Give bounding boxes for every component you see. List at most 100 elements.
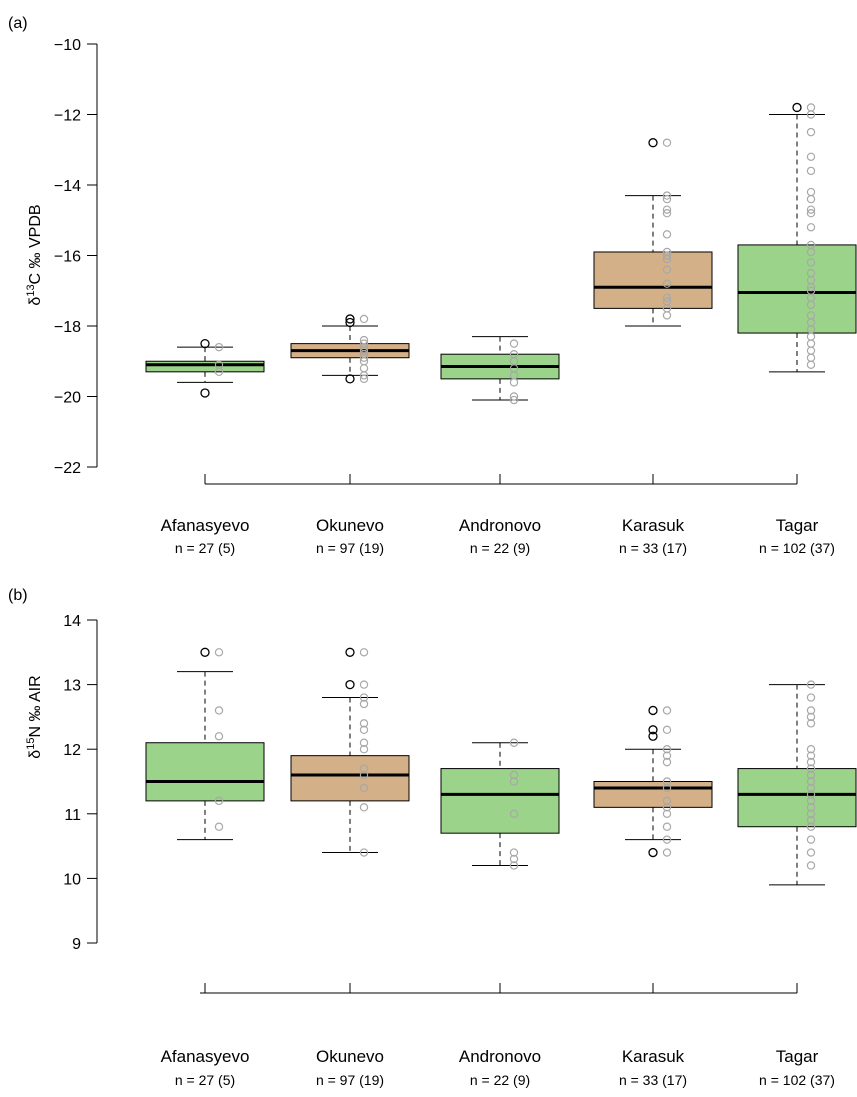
data-point bbox=[509, 777, 519, 786]
data-point bbox=[662, 745, 672, 754]
data-point bbox=[662, 803, 672, 812]
data-point bbox=[662, 725, 672, 735]
data-point bbox=[662, 311, 672, 320]
category-label: Okunevo bbox=[316, 1047, 384, 1066]
data-point bbox=[662, 848, 672, 857]
data-point bbox=[359, 353, 369, 362]
data-point bbox=[806, 803, 816, 812]
data-point bbox=[806, 110, 816, 119]
data-point bbox=[806, 332, 816, 341]
data-point bbox=[806, 187, 816, 197]
y-tick-label: 12 bbox=[63, 742, 81, 759]
data-point bbox=[806, 719, 816, 728]
data-point bbox=[509, 339, 519, 348]
data-point bbox=[806, 757, 816, 767]
box-rect bbox=[290, 755, 410, 802]
category-label: Tagar bbox=[776, 1047, 819, 1066]
box-afanasyevo: Afanasyevo n = 27 (5) bbox=[145, 647, 265, 1088]
box-tagar: Tagar n = 102 (37) bbox=[737, 102, 857, 556]
y-tick-label: 14 bbox=[63, 613, 81, 630]
data-point bbox=[359, 738, 369, 747]
category-label: Andronovo bbox=[459, 516, 541, 535]
data-point bbox=[662, 751, 672, 760]
data-point bbox=[359, 374, 369, 384]
data-point bbox=[509, 738, 519, 747]
data-point bbox=[806, 816, 816, 825]
data-point bbox=[509, 848, 519, 857]
data-point bbox=[662, 783, 672, 793]
data-point bbox=[806, 745, 816, 754]
data-point bbox=[806, 127, 816, 137]
data-point bbox=[806, 194, 816, 204]
data-point bbox=[806, 770, 816, 780]
data-point bbox=[662, 194, 672, 204]
outlier-point bbox=[345, 679, 355, 690]
box-rect bbox=[145, 742, 265, 802]
data-point bbox=[806, 680, 816, 689]
box-rect bbox=[440, 768, 560, 834]
sample-size-label: n = 22 (9) bbox=[470, 540, 530, 556]
y-tick-label: −18 bbox=[54, 319, 81, 336]
data-point bbox=[662, 822, 672, 831]
box-okunevo: Okunevo n = 97 (19) bbox=[290, 647, 410, 1088]
sample-size-label: n = 97 (19) bbox=[316, 540, 384, 556]
data-point bbox=[806, 790, 816, 799]
box-karasuk: Karasuk n = 33 (17) bbox=[593, 705, 713, 1088]
data-point bbox=[806, 103, 816, 112]
box-andronovo: Andronovo n = 22 (9) bbox=[440, 738, 560, 1088]
data-point bbox=[662, 777, 672, 786]
data-point bbox=[662, 279, 672, 288]
data-point bbox=[214, 796, 224, 806]
data-point bbox=[359, 719, 369, 728]
category-label: Afanasyevo bbox=[161, 516, 250, 535]
data-point bbox=[806, 783, 816, 793]
data-point bbox=[662, 706, 672, 715]
data-point bbox=[806, 283, 816, 292]
sample-size-label: n = 33 (17) bbox=[619, 1072, 687, 1088]
data-point bbox=[359, 764, 369, 773]
data-point bbox=[806, 706, 816, 715]
data-point bbox=[806, 208, 816, 218]
box-rect bbox=[145, 360, 265, 373]
category-label: Tagar bbox=[776, 516, 819, 535]
outlier-point bbox=[792, 102, 802, 113]
chart-panel-b: (b) 14 13 12 11 10 9 δ15N ‰ AIR Afanasyevo n = 27… bbox=[8, 587, 857, 1088]
box-andronovo: Andronovo n = 22 (9) bbox=[440, 336, 560, 556]
y-tick-label: 9 bbox=[72, 936, 81, 953]
data-point bbox=[662, 138, 672, 147]
data-point bbox=[214, 706, 224, 715]
data-point bbox=[806, 258, 816, 267]
y-tick-label: −22 bbox=[54, 460, 81, 477]
data-point bbox=[806, 205, 816, 214]
data-point bbox=[509, 392, 519, 401]
box-rect bbox=[737, 768, 857, 828]
box-rect bbox=[593, 251, 713, 309]
data-point bbox=[806, 152, 816, 161]
data-point bbox=[662, 293, 672, 302]
data-point bbox=[509, 861, 519, 870]
sample-size-label: n = 27 (5) bbox=[175, 1072, 235, 1088]
data-point bbox=[806, 764, 816, 773]
outlier-point bbox=[345, 374, 355, 384]
data-point bbox=[662, 251, 672, 260]
data-point bbox=[806, 339, 816, 348]
data-point bbox=[806, 353, 816, 362]
data-point bbox=[214, 648, 224, 657]
data-point bbox=[359, 680, 369, 689]
data-point bbox=[662, 809, 672, 819]
sample-size-label: n = 102 (37) bbox=[759, 540, 835, 556]
data-point bbox=[806, 300, 816, 310]
box-okunevo: Okunevo n = 97 (19) bbox=[290, 314, 410, 556]
data-point bbox=[662, 796, 672, 806]
data-point bbox=[509, 378, 519, 387]
y-axis-label: δ13C ‰ VPDB bbox=[25, 204, 44, 305]
y-tick-label: 10 bbox=[63, 871, 81, 888]
data-point bbox=[359, 725, 369, 735]
data-point bbox=[806, 223, 816, 232]
box-rect bbox=[737, 244, 857, 334]
data-point bbox=[806, 166, 816, 176]
data-point bbox=[214, 822, 224, 831]
data-point bbox=[509, 809, 519, 819]
data-point bbox=[662, 205, 672, 214]
